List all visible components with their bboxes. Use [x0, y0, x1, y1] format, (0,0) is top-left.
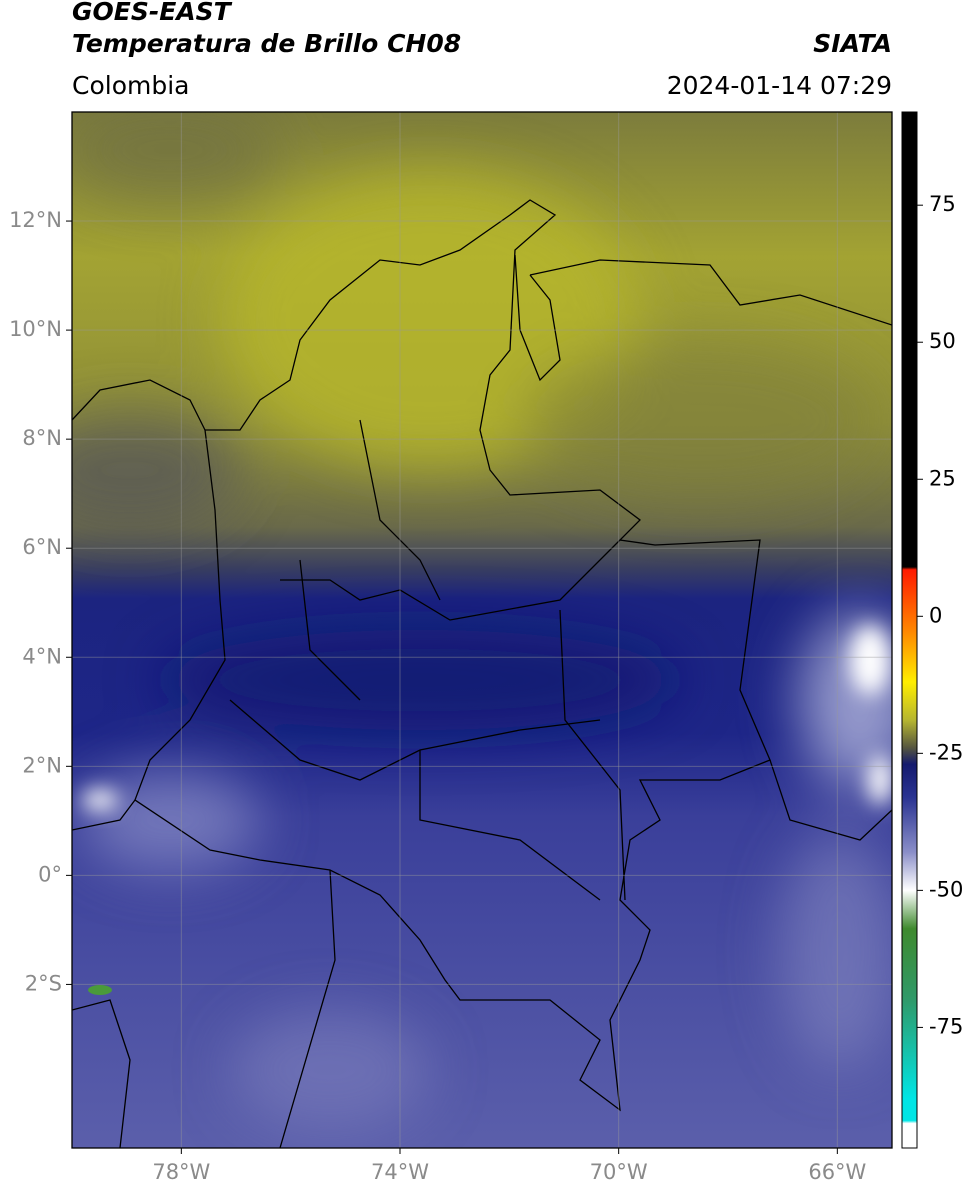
colorbar-tick-label: 50 [929, 329, 956, 353]
colorbar-tick-label: 0 [929, 603, 942, 627]
lon-tick-label: 70°W [590, 1160, 648, 1184]
lat-tick-label: 8°N [22, 426, 62, 450]
colorbar-tick-label: 25 [929, 466, 956, 490]
lat-tick-label: 12°N [9, 208, 62, 232]
borders [72, 199, 892, 1148]
subtitle: Temperatura de Brillo CH08 [72, 29, 461, 58]
lon-tick-label: 74°W [371, 1160, 429, 1184]
colorbar-scale [901, 111, 918, 1149]
title: GOES-EAST [72, 0, 233, 26]
lon-tick-label: 66°W [808, 1160, 866, 1184]
gridlines [72, 112, 892, 1148]
cold-cloud [88, 985, 112, 995]
colorbar-tick-label: 75 [929, 192, 956, 216]
colorbar-tick-label: -50 [929, 877, 963, 901]
datetime: 2024-01-14 07:29 [667, 71, 892, 100]
lat-tick-label: 4°N [22, 644, 62, 668]
map-frame [71, 111, 893, 1149]
lat-tick-label: 0° [38, 862, 62, 886]
colorbar: 75 50 25 0 -25 -50 -75 [901, 111, 963, 1149]
satellite-image [72, 112, 892, 1148]
lat-tick-label: 10°N [9, 317, 62, 341]
colorbar-tick-label: -75 [929, 1014, 963, 1038]
colorbar-tick-label: -25 [929, 740, 963, 764]
lon-tick-label: 78°W [152, 1160, 210, 1184]
lat-tick-label: 6°N [22, 535, 62, 559]
source: SIATA [813, 29, 892, 58]
region: Colombia [72, 71, 189, 100]
lat-tick-label: 2°N [22, 753, 62, 777]
lat-tick-label: 2°S [25, 971, 62, 995]
